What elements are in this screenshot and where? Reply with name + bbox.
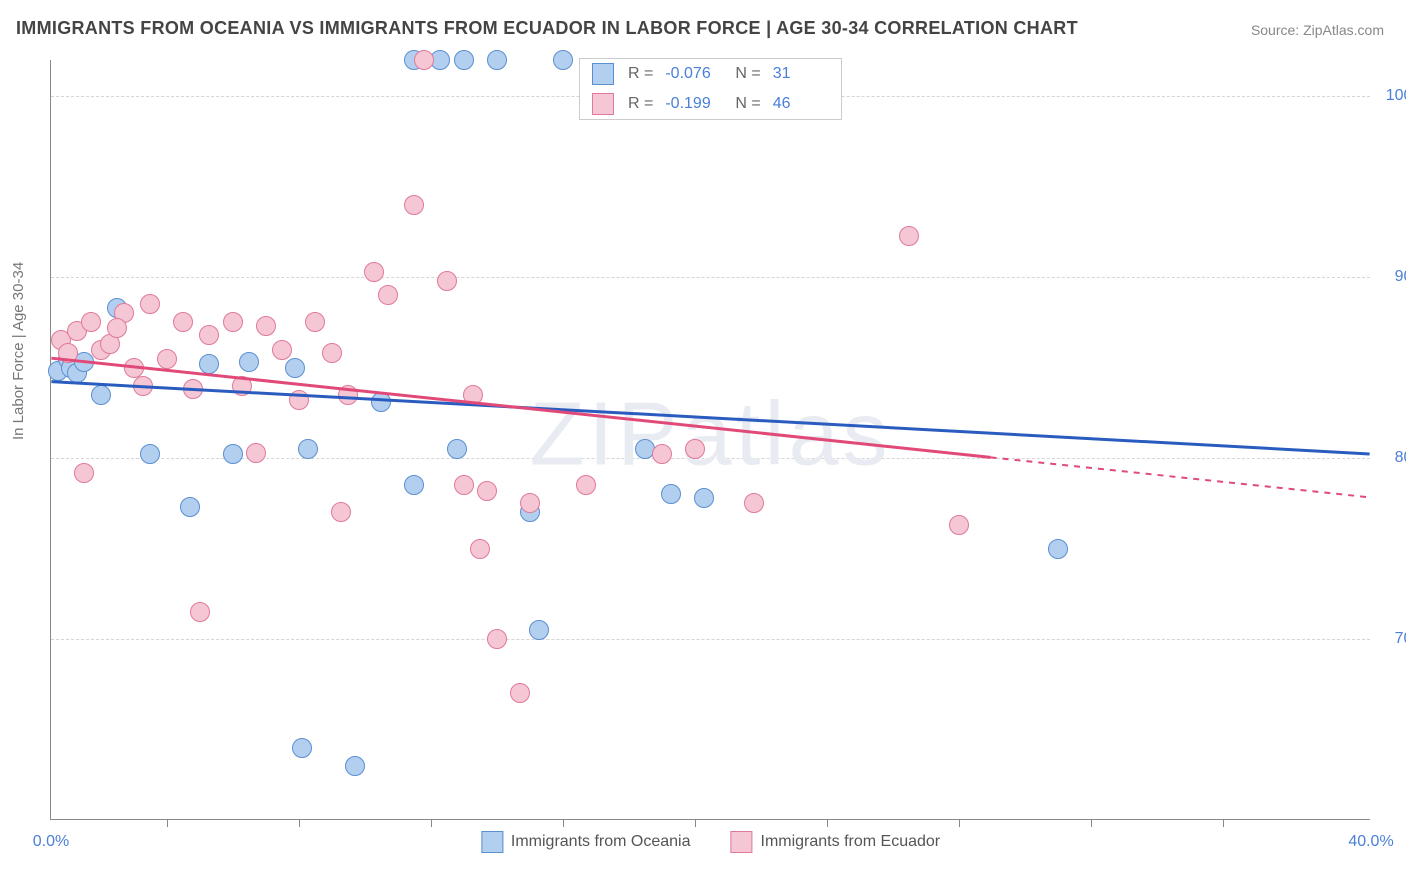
- x-tick-mark: [167, 819, 168, 827]
- legend-n-label: N =: [735, 65, 760, 83]
- legend-label: Immigrants from Ecuador: [761, 833, 941, 851]
- x-tick-mark: [959, 819, 960, 827]
- x-tick-mark: [299, 819, 300, 827]
- legend-swatch: [592, 93, 614, 115]
- legend-item: Immigrants from Ecuador: [731, 831, 941, 853]
- legend-swatch: [731, 831, 753, 853]
- chart-plot-area: ZIPatlas R =-0.076N =31R =-0.199N =46 Im…: [50, 60, 1370, 820]
- x-tick-mark: [695, 819, 696, 827]
- legend-row: R = -0.199 N = 46: [580, 89, 841, 119]
- chart-title: IMMIGRANTS FROM OCEANIA VS IMMIGRANTS FR…: [16, 18, 1078, 39]
- legend-swatch: [481, 831, 503, 853]
- legend-swatch: [592, 63, 614, 85]
- x-tick-mark: [563, 819, 564, 827]
- y-axis-label: In Labor Force | Age 30-34: [10, 262, 27, 440]
- legend-n-value: 31: [773, 65, 829, 83]
- x-tick-mark: [1223, 819, 1224, 827]
- x-tick-mark: [827, 819, 828, 827]
- x-tick-mark: [431, 819, 432, 827]
- legend-n-label: N =: [735, 95, 760, 113]
- trend-lines-layer: [51, 60, 1370, 819]
- legend-r-label: R =: [628, 95, 653, 113]
- source-label: Source: ZipAtlas.com: [1251, 22, 1384, 38]
- legend-label: Immigrants from Oceania: [511, 833, 691, 851]
- y-tick-label: 90.0%: [1395, 268, 1406, 286]
- legend-r-value: -0.199: [665, 95, 721, 113]
- legend-n-value: 46: [773, 95, 829, 113]
- legend-r-value: -0.076: [665, 65, 721, 83]
- y-tick-label: 70.0%: [1395, 630, 1406, 648]
- series-legend: Immigrants from Oceania Immigrants from E…: [481, 831, 940, 853]
- y-tick-label: 100.0%: [1386, 87, 1406, 105]
- x-tick-label: 40.0%: [1348, 833, 1393, 851]
- legend-r-label: R =: [628, 65, 653, 83]
- legend-item: Immigrants from Oceania: [481, 831, 691, 853]
- correlation-legend: R = -0.076 N = 31 R = -0.199 N = 46: [579, 58, 842, 120]
- x-tick-label: 0.0%: [33, 833, 69, 851]
- legend-row: R = -0.076 N = 31: [580, 59, 841, 89]
- x-tick-mark: [1091, 819, 1092, 827]
- y-tick-label: 80.0%: [1395, 449, 1406, 467]
